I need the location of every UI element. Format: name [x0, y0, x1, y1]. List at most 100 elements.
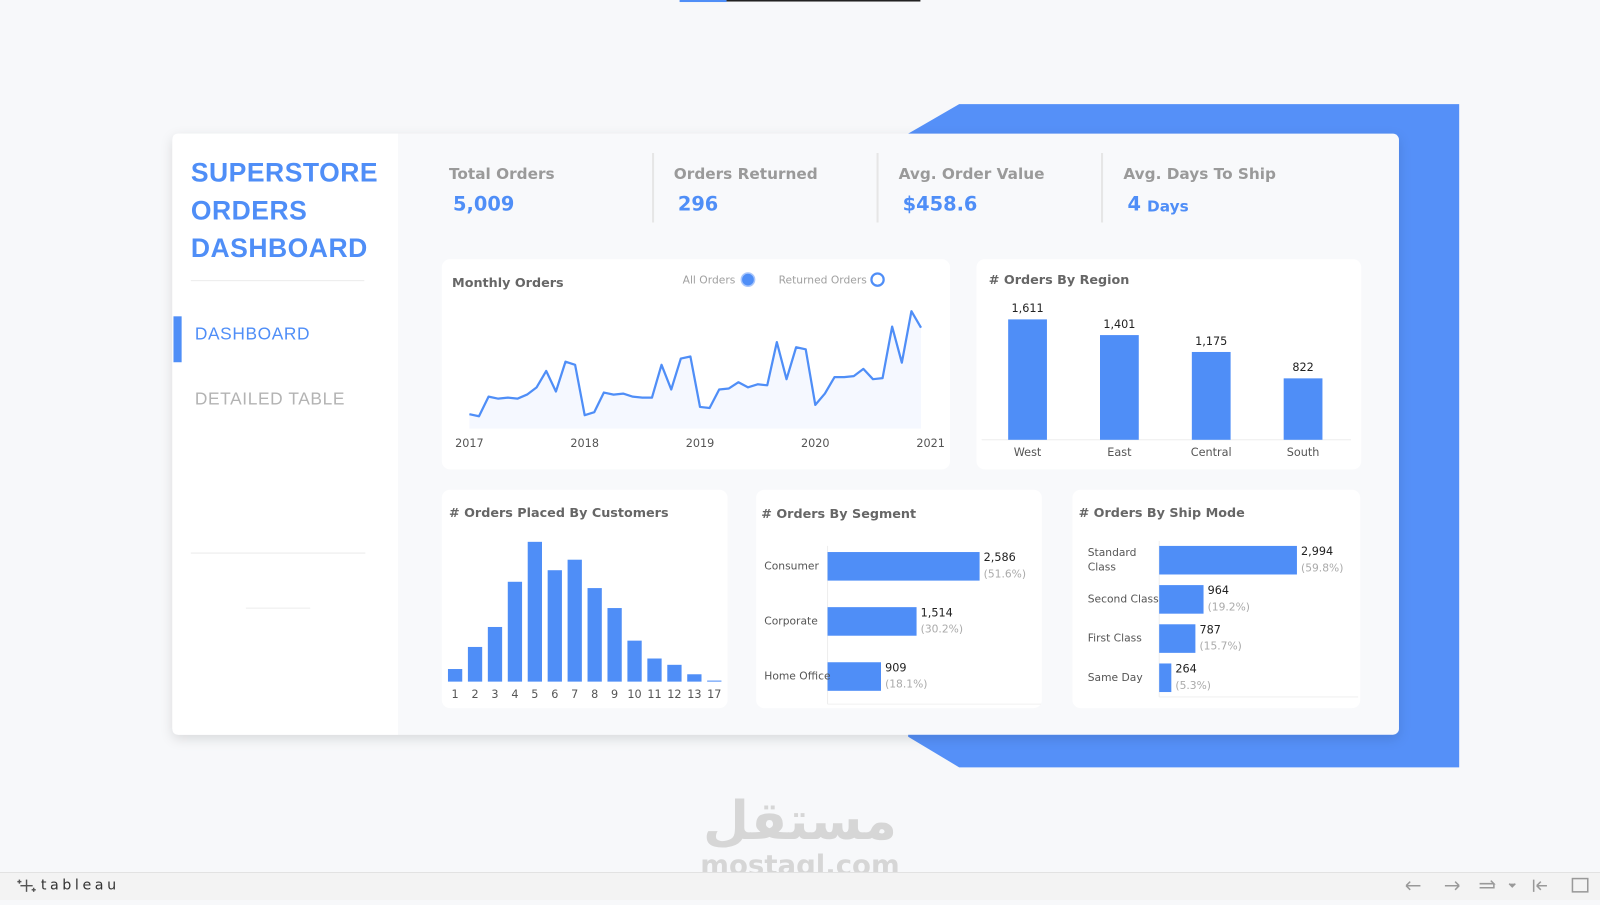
bar[interactable] [1159, 663, 1172, 693]
nav-item[interactable]: DETAILED TABLE [195, 389, 345, 409]
share-label: (59.8%) [1301, 561, 1343, 574]
bar[interactable] [1008, 319, 1047, 440]
kpi-value: 5,009 [453, 193, 514, 216]
x-tick-label: 2 [471, 688, 478, 701]
bar[interactable] [1159, 545, 1297, 575]
x-tick-label: 1 [452, 688, 459, 701]
bar[interactable] [1159, 624, 1196, 653]
x-tick-label: 7 [571, 688, 578, 701]
bar[interactable] [667, 664, 682, 682]
bar[interactable] [1159, 585, 1204, 614]
reset-button[interactable] [1532, 879, 1547, 892]
revert-button[interactable] [1479, 880, 1496, 889]
x-tick-label: 2020 [801, 437, 830, 450]
x-tick-label: 12 [667, 688, 681, 701]
kpi-value: 296 [678, 193, 718, 216]
bar[interactable] [567, 559, 582, 682]
share-label: (18.1%) [885, 678, 927, 691]
x-tick-label: 10 [627, 688, 641, 701]
bar[interactable] [607, 608, 622, 682]
x-tick-label: 2021 [916, 437, 945, 450]
category-label: Same Day [1088, 671, 1144, 684]
value-label: 2,994 [1301, 545, 1333, 558]
app-title: DASHBOARD [191, 233, 368, 263]
x-tick-label: 8 [591, 688, 598, 701]
value-label: 2,586 [984, 551, 1016, 564]
category-label: First Class [1088, 632, 1143, 645]
category-label: Home Office [764, 670, 831, 683]
kpi-label: Avg. Days To Ship [1123, 165, 1276, 183]
category-label: Corporate [764, 614, 818, 627]
bar[interactable] [827, 607, 917, 636]
legend-marker[interactable] [870, 272, 885, 287]
legend-marker[interactable] [740, 272, 756, 287]
legend-label[interactable]: All Orders [683, 274, 736, 287]
value-label: 964 [1208, 584, 1229, 597]
bar[interactable] [647, 658, 662, 682]
value-label: 1,175 [1195, 335, 1227, 348]
nav-item[interactable]: DASHBOARD [195, 323, 310, 343]
value-label: 909 [885, 661, 906, 674]
revert-menu[interactable] [1508, 883, 1516, 888]
x-tick-label: 9 [611, 688, 618, 701]
value-label: 1,611 [1011, 302, 1043, 315]
x-tick-label: 2017 [455, 437, 484, 450]
x-tick-label: 4 [511, 688, 518, 701]
bar[interactable] [447, 669, 463, 682]
x-tick-label: 11 [647, 688, 661, 701]
bar[interactable] [707, 680, 722, 682]
nav-active-indicator [173, 316, 182, 363]
bar[interactable] [1191, 351, 1231, 440]
bar[interactable] [527, 541, 542, 682]
kpi-label: Total Orders [449, 165, 555, 183]
x-tick-label: 6 [551, 688, 558, 701]
kpi-value: $458.6 [903, 193, 978, 216]
kpi-label: Avg. Order Value [899, 165, 1045, 183]
share-label: (5.3%) [1175, 679, 1211, 692]
share-label: (15.7%) [1199, 640, 1241, 653]
app-title: ORDERS [191, 195, 308, 225]
bar[interactable] [547, 570, 562, 682]
value-label: 822 [1292, 361, 1313, 374]
bar[interactable] [467, 646, 483, 682]
bar[interactable] [487, 626, 503, 682]
fullscreen-button[interactable] [1571, 877, 1589, 893]
redo-button[interactable] [1444, 881, 1460, 891]
undo-button[interactable] [1405, 881, 1421, 891]
value-label: 1,401 [1103, 318, 1135, 331]
category-label: Consumer [764, 559, 819, 572]
bar[interactable] [1283, 378, 1323, 440]
x-tick-label: 3 [491, 688, 498, 701]
x-tick-label: 2019 [686, 437, 715, 450]
bar[interactable] [627, 640, 642, 682]
category-label: Second Class [1088, 592, 1159, 605]
bar[interactable] [827, 552, 980, 581]
x-tick-label: East [1107, 446, 1132, 459]
panel [1072, 489, 1361, 709]
toolbar [0, 872, 1600, 900]
x-tick-label: South [1287, 446, 1320, 459]
chart-title: # Orders By Region [989, 273, 1130, 288]
sidebar [172, 133, 398, 735]
x-tick-label: West [1014, 446, 1042, 459]
kpi-unit: Days [1147, 198, 1189, 216]
bar[interactable] [827, 662, 881, 691]
bar[interactable] [587, 588, 602, 682]
watermark-arabic: مستقل [703, 790, 897, 852]
chart-title: Monthly Orders [452, 276, 564, 291]
legend-label[interactable]: Returned Orders [779, 274, 868, 287]
app-title: SUPERSTORE [191, 158, 378, 188]
x-tick-label: Central [1191, 446, 1232, 459]
bar[interactable] [1099, 335, 1139, 440]
category-label: Standard Class [1088, 546, 1137, 573]
bar[interactable] [507, 581, 523, 682]
panel [441, 489, 728, 709]
top-indicator [679, 0, 727, 3]
kpi-label: Orders Returned [674, 165, 818, 183]
tableau-brand: tableau [41, 878, 120, 894]
chart-title: # Orders By Segment [761, 507, 916, 522]
bar[interactable] [687, 674, 702, 682]
area [469, 311, 922, 429]
